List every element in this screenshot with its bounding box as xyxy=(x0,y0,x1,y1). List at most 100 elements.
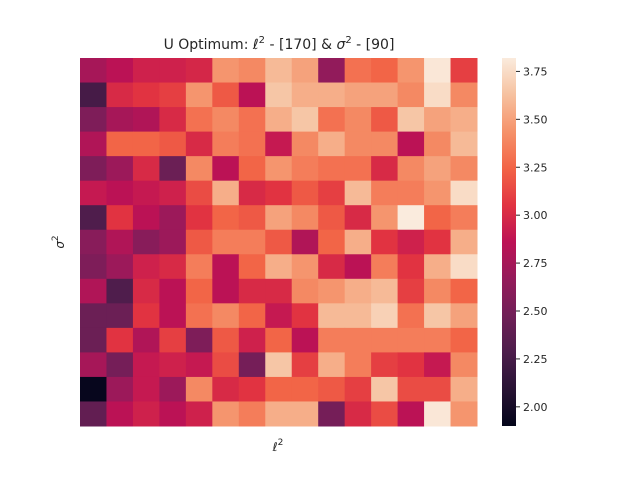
heatmap-cell xyxy=(291,58,319,84)
heatmap-cell xyxy=(159,82,187,108)
heatmap-cell xyxy=(132,180,160,206)
heatmap-cell xyxy=(371,278,399,304)
heatmap-cell xyxy=(291,254,319,280)
heatmap-cell xyxy=(344,58,372,84)
heatmap-cell xyxy=(291,131,319,157)
heatmap-cell xyxy=(132,303,160,329)
heatmap-cell xyxy=(80,327,107,353)
heatmap-cell xyxy=(291,278,319,304)
heatmap-cell xyxy=(318,303,346,329)
heatmap-cell xyxy=(371,254,399,280)
heatmap-cell xyxy=(265,254,293,280)
y-axis-symbol: σ xyxy=(53,241,67,249)
heatmap-cell xyxy=(185,303,213,329)
heatmap-cell xyxy=(185,278,213,304)
heatmap-cell xyxy=(265,352,293,378)
heatmap-cell xyxy=(424,401,452,427)
heatmap-cell xyxy=(344,254,372,280)
heatmap-cell xyxy=(265,180,293,206)
heatmap-cell xyxy=(238,180,266,206)
heatmap-cell xyxy=(424,156,452,182)
colorbar-tick-label: 2.00 xyxy=(523,401,548,414)
heatmap-cell xyxy=(212,82,240,108)
heatmap-cell xyxy=(318,229,346,255)
colorbar-tick-label: 3.00 xyxy=(523,209,548,222)
y-axis-sup: 2 xyxy=(51,235,61,241)
heatmap-cell xyxy=(132,229,160,255)
heatmap-cell xyxy=(132,352,160,378)
heatmap-cell xyxy=(371,58,399,84)
heatmap-cell xyxy=(185,205,213,231)
heatmap-cell xyxy=(450,156,478,182)
heatmap-cell xyxy=(106,254,134,280)
heatmap-cell xyxy=(238,82,266,108)
heatmap-cell xyxy=(212,156,240,182)
colorbar-tick-label: 2.75 xyxy=(523,257,548,270)
heatmap-cell xyxy=(371,352,399,378)
heatmap-cell xyxy=(212,303,240,329)
heatmap-cell xyxy=(132,58,160,84)
heatmap-cell xyxy=(80,180,107,206)
heatmap-cell xyxy=(397,58,425,84)
heatmap-cells xyxy=(80,58,478,427)
heatmap-cell xyxy=(185,58,213,84)
heatmap-cell xyxy=(318,58,346,84)
heatmap-cell xyxy=(238,254,266,280)
heatmap-cell xyxy=(132,401,160,427)
colorbar-tick-label: 2.50 xyxy=(523,305,548,318)
heatmap-cell xyxy=(450,205,478,231)
heatmap-cell xyxy=(238,205,266,231)
heatmap-cell xyxy=(238,327,266,353)
heatmap-cell xyxy=(159,303,187,329)
heatmap-cell xyxy=(159,401,187,427)
heatmap-cell xyxy=(238,156,266,182)
heatmap-cell xyxy=(80,401,107,427)
title-x-sup: 2 xyxy=(259,35,265,46)
heatmap-cell xyxy=(106,278,134,304)
heatmap-cell xyxy=(318,156,346,182)
heatmap-cell xyxy=(344,82,372,108)
heatmap-cell xyxy=(106,180,134,206)
title-y-symbol: σ xyxy=(336,37,346,53)
heatmap-cell xyxy=(106,352,134,378)
heatmap-cell xyxy=(371,180,399,206)
heatmap-cell xyxy=(80,205,107,231)
heatmap-cell xyxy=(132,376,160,402)
heatmap-cell xyxy=(80,376,107,402)
x-axis-sup: 2 xyxy=(278,438,284,448)
heatmap-cell xyxy=(397,327,425,353)
heatmap-cell xyxy=(371,156,399,182)
heatmap-cell xyxy=(80,82,107,108)
heatmap-cell xyxy=(185,401,213,427)
heatmap-cell xyxy=(291,156,319,182)
heatmap-cell xyxy=(318,376,346,402)
heatmap-cell xyxy=(185,82,213,108)
heatmap-cell xyxy=(424,107,452,133)
title-y-values: - [90] xyxy=(352,37,395,53)
heatmap-cell xyxy=(212,254,240,280)
heatmap-cell xyxy=(106,303,134,329)
heatmap-cell xyxy=(265,327,293,353)
heatmap-cell xyxy=(80,229,107,255)
heatmap-cell xyxy=(212,107,240,133)
heatmap-cell xyxy=(291,376,319,402)
heatmap-cell xyxy=(185,376,213,402)
colorbar-tick-label: 3.75 xyxy=(523,65,548,78)
heatmap-cell xyxy=(80,278,107,304)
title-x-values: - [170] & xyxy=(265,37,336,53)
heatmap-cell xyxy=(106,107,134,133)
heatmap-cell xyxy=(106,376,134,402)
heatmap-cell xyxy=(344,156,372,182)
heatmap-cell xyxy=(80,58,107,84)
heatmap-cell xyxy=(159,131,187,157)
heatmap-cell xyxy=(450,376,478,402)
heatmap-cell xyxy=(371,401,399,427)
heatmap-cell xyxy=(106,82,134,108)
heatmap-cell xyxy=(80,156,107,182)
heatmap-cell xyxy=(344,131,372,157)
heatmap-cell xyxy=(159,278,187,304)
heatmap-cell xyxy=(291,205,319,231)
heatmap-cell xyxy=(450,278,478,304)
heatmap-cell xyxy=(371,229,399,255)
heatmap-cell xyxy=(212,180,240,206)
